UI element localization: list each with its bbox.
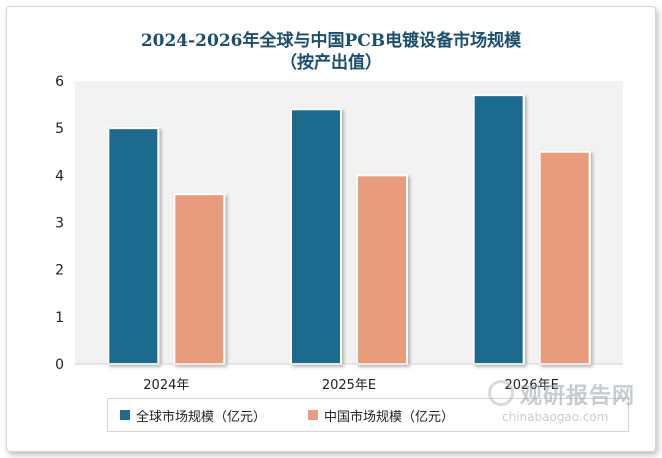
y-tick-label: 0 xyxy=(55,357,64,373)
plot-area xyxy=(75,81,623,364)
bar-china-2 xyxy=(538,150,591,365)
bar-global-0 xyxy=(107,127,160,365)
legend-swatch-global xyxy=(120,410,130,420)
chart-title-line-1: 2024-2026年全球与中国PCB电镀设备市场规模 xyxy=(140,31,522,51)
chart-title-line-2: （按产出值） xyxy=(280,53,382,73)
y-tick-label: 2 xyxy=(55,263,64,279)
legend-label-china: 中国市场规模（亿元） xyxy=(324,409,455,425)
legend-label-global: 全球市场规模（亿元） xyxy=(136,409,267,425)
chart-title: 2024-2026年全球与中国PCB电镀设备市场规模 （按产出值） xyxy=(0,30,662,74)
y-tick-label: 5 xyxy=(55,121,64,137)
x-axis: 2024年 2025年E 2026年E xyxy=(143,378,559,393)
legend-item-global: 全球市场规模（亿元） xyxy=(120,406,266,425)
x-tick-label: 2026年E xyxy=(505,378,559,393)
bar-global-2 xyxy=(472,94,525,366)
legend-item-china: 中国市场规模（亿元） xyxy=(308,406,454,425)
legend: 全球市场规模（亿元） 中国市场规模（亿元） xyxy=(107,398,629,432)
legend-swatch-china xyxy=(308,410,319,420)
y-tick-label: 3 xyxy=(55,216,64,232)
bar-global-1 xyxy=(290,108,342,365)
y-tick-label: 1 xyxy=(55,310,64,326)
x-tick-label: 2024年 xyxy=(143,378,189,393)
bar-china-0 xyxy=(173,193,226,365)
y-axis: 0 1 2 3 4 5 6 xyxy=(55,74,64,373)
bar-china-1 xyxy=(356,174,408,365)
bars-group xyxy=(107,94,591,366)
y-tick-label: 4 xyxy=(55,168,64,184)
x-tick-label: 2025年E xyxy=(322,378,376,393)
y-tick-label: 6 xyxy=(55,74,64,90)
